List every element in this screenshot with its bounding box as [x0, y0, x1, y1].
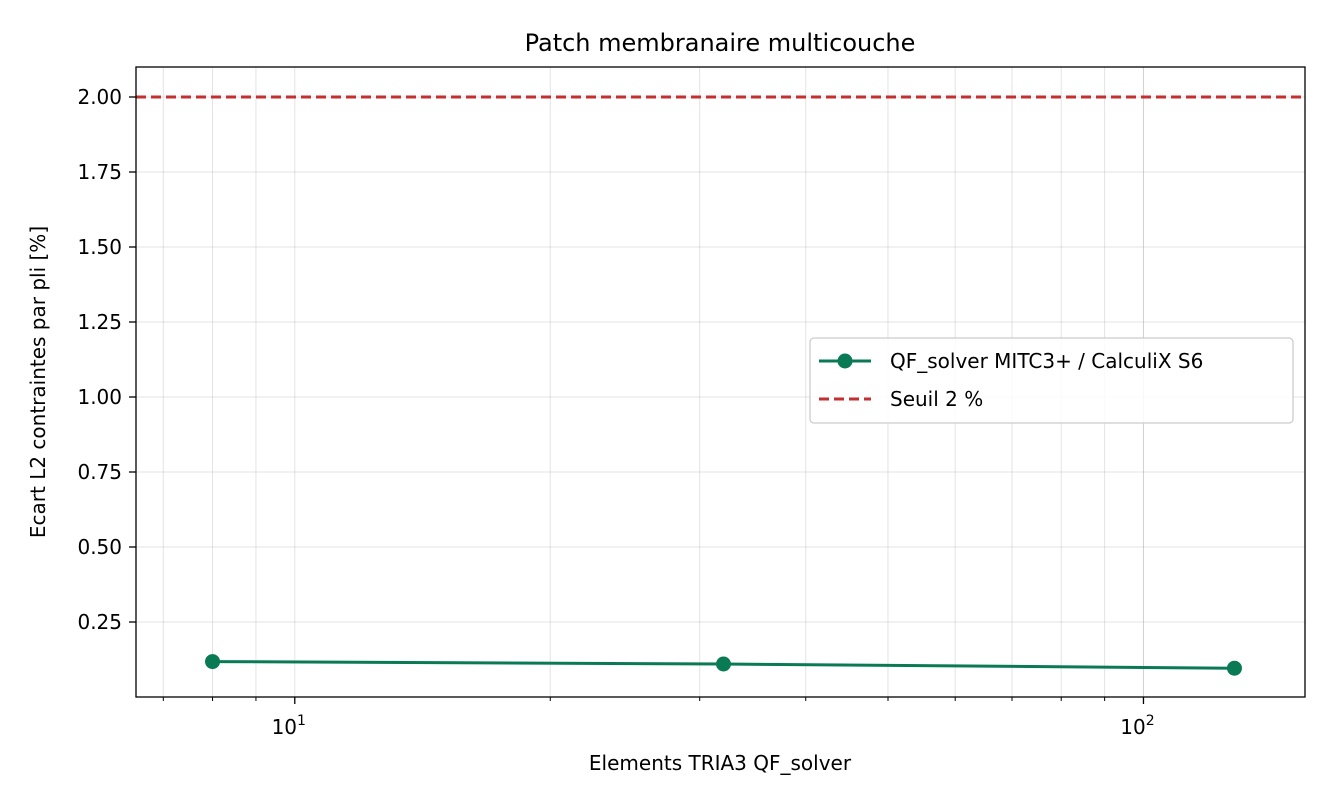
y-tick-label: 0.50 — [77, 535, 122, 559]
data-point — [1226, 660, 1242, 676]
y-tick-label: 1.75 — [77, 160, 122, 184]
y-tick-label: 1.50 — [77, 235, 122, 259]
legend: QF_solver MITC3+ / CalculiX S6 Seuil 2 % — [809, 337, 1294, 424]
legend-label-solver: QF_solver MITC3+ / CalculiX S6 — [890, 349, 1203, 373]
plot-frame — [135, 66, 1306, 698]
chart-title: Patch membranaire multicouche — [525, 29, 916, 57]
legend-box — [809, 337, 1294, 424]
y-tick-label: 1.25 — [77, 310, 122, 334]
legend-label-threshold: Seuil 2 % — [890, 387, 983, 411]
data-point — [205, 654, 221, 670]
y-axis-label: Ecart L2 contraintes par pli [%] — [26, 226, 50, 538]
legend-marker-solver — [837, 353, 853, 369]
y-tick-label: 1.00 — [77, 385, 122, 409]
y-tick-label: 0.75 — [77, 460, 122, 484]
data-point — [715, 656, 731, 672]
y-tick-label: 2.00 — [77, 85, 122, 109]
series-layer — [136, 95, 1305, 676]
y-tick-label: 0.25 — [77, 610, 122, 634]
x-axis-label: Elements TRIA3 QF_solver — [589, 751, 852, 775]
